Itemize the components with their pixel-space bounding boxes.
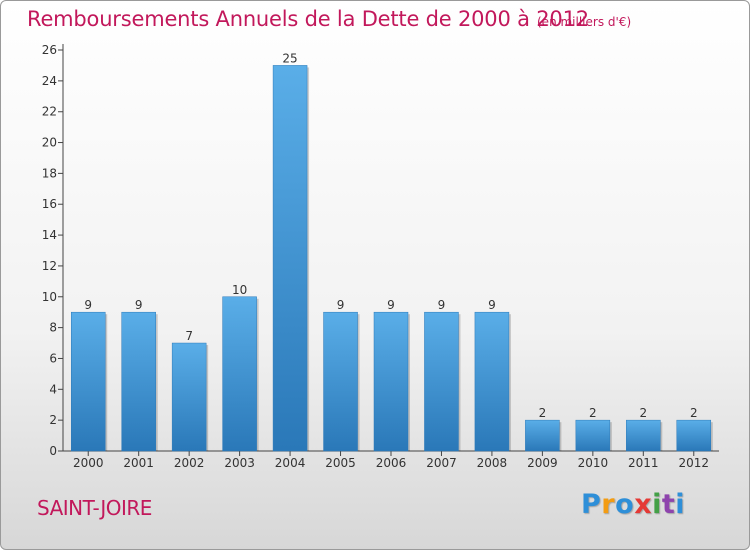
y-tick-label: 4 [49, 382, 57, 396]
bar-value-label: 9 [488, 298, 496, 312]
x-tick-label: 2008 [477, 456, 508, 470]
x-tick-label: 2003 [224, 456, 255, 470]
y-tick-label: 14 [42, 228, 57, 242]
y-tick-label: 6 [49, 351, 57, 365]
logo-letter: t [661, 489, 676, 520]
bar-value-label: 7 [185, 329, 193, 343]
bar-value-label: 2 [589, 406, 597, 420]
logo-letter: r [601, 489, 616, 520]
bar-value-label: 9 [387, 298, 395, 312]
y-tick-label: 26 [42, 43, 57, 57]
x-tick-label: 2005 [325, 456, 356, 470]
bar [70, 311, 106, 452]
bar [171, 342, 207, 452]
y-tick-label: 22 [42, 105, 57, 119]
x-tick-label: 2001 [123, 456, 154, 470]
bar-value-label: 9 [337, 298, 345, 312]
x-tick-label: 2004 [275, 456, 306, 470]
x-tick-label: 2012 [678, 456, 709, 470]
bar-value-label: 2 [539, 406, 547, 420]
y-tick-label: 8 [49, 321, 57, 335]
logo-letter: x [634, 489, 653, 520]
labels: 9 9 7 10 25 9 9 9 9 2 2 2 2 [84, 51, 697, 420]
y-tick-label: 10 [42, 290, 57, 304]
y-tick-label: 2 [49, 413, 57, 427]
bar [474, 311, 510, 452]
y-tick-label: 20 [42, 136, 57, 150]
y-tick-label: 16 [42, 197, 57, 211]
bar [373, 311, 409, 452]
bar-value-label: 2 [639, 406, 647, 420]
y-tick-label: 18 [42, 166, 57, 180]
logo-letter: i [652, 489, 662, 520]
bar-value-label: 9 [438, 298, 446, 312]
bar [121, 311, 156, 452]
x-tick-label: 2000 [73, 456, 104, 470]
y-tick-label: 24 [42, 74, 57, 88]
proxiti-logo[interactable]: Proxiti [581, 489, 685, 520]
bar [222, 296, 257, 452]
y-tick-label: 12 [42, 259, 57, 273]
logo-letter: i [675, 489, 686, 520]
x-tick-label: 2009 [527, 456, 558, 470]
bar-value-label: 10 [232, 283, 247, 297]
x-tick-label: 2011 [628, 456, 659, 470]
logo-letter: o [615, 489, 635, 520]
bar [424, 311, 459, 452]
bar [525, 419, 560, 452]
bar [575, 419, 611, 452]
bar-value-label: 25 [282, 51, 297, 65]
bar-value-label: 9 [135, 298, 143, 312]
chart-title: Remboursements Annuels de la Dette de 20… [27, 7, 589, 31]
bars [70, 65, 713, 452]
bar [323, 311, 358, 452]
logo-letter: P [581, 489, 602, 520]
bar [272, 65, 308, 452]
x-tick-label: 2007 [426, 456, 457, 470]
bar [626, 419, 661, 452]
x-tick-label: 2006 [376, 456, 407, 470]
x-tick-label: 2002 [174, 456, 205, 470]
unit-label: (en milliers d'€) [537, 15, 632, 29]
bar [676, 419, 712, 452]
y-tick-label: 0 [49, 444, 57, 458]
bar-value-label: 2 [690, 406, 698, 420]
commune-name: SAINT-JOIRE [37, 496, 152, 520]
bar-value-label: 9 [84, 298, 92, 312]
x-tick-label: 2010 [578, 456, 609, 470]
